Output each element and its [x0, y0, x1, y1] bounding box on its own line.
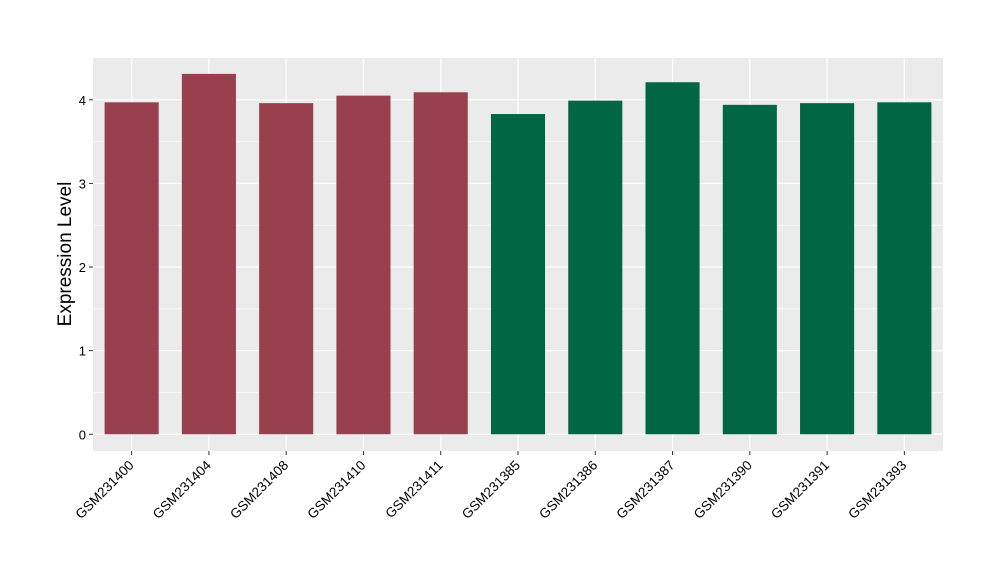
bar-gsm231404 — [181, 73, 236, 435]
x-tick-label: GSM231387 — [613, 458, 677, 522]
bar-gsm231391 — [800, 103, 855, 435]
x-axis: GSM231400 GSM231404 GSM231408 GSM231410 GSM2… — [73, 451, 909, 522]
y-axis: 0 1 2 3 4 — [79, 93, 93, 442]
y-tick-label: 4 — [79, 93, 86, 108]
bars — [104, 73, 932, 435]
bar-gsm231386 — [568, 100, 623, 435]
x-tick-label: GSM231408 — [227, 458, 291, 522]
x-tick-label: GSM231386 — [536, 458, 600, 522]
bar-gsm231387 — [645, 82, 700, 435]
x-tick-label: GSM231404 — [150, 457, 215, 522]
y-tick-label: 1 — [79, 344, 86, 359]
y-tick-label: 2 — [79, 260, 86, 275]
bar-gsm231408 — [259, 103, 314, 435]
x-tick-label: GSM231410 — [304, 458, 368, 522]
bar-gsm231393 — [877, 102, 932, 435]
x-tick-label: GSM231411 — [382, 458, 446, 522]
y-tick-label: 3 — [79, 176, 86, 191]
bar-gsm231411 — [413, 92, 468, 435]
bar-gsm231390 — [722, 104, 777, 435]
x-tick-label: GSM231390 — [691, 458, 755, 522]
x-tick-label: GSM231385 — [459, 458, 523, 522]
x-tick-label: GSM231400 — [73, 458, 137, 522]
bar-gsm231400 — [104, 102, 159, 435]
y-axis-label: Expression Level — [55, 182, 76, 327]
y-tick-label: 0 — [79, 427, 86, 442]
bar-gsm231410 — [336, 95, 391, 435]
x-tick-label: GSM231393 — [845, 458, 909, 522]
bar-gsm231385 — [490, 114, 546, 435]
x-tick-label: GSM231391 — [768, 458, 832, 522]
